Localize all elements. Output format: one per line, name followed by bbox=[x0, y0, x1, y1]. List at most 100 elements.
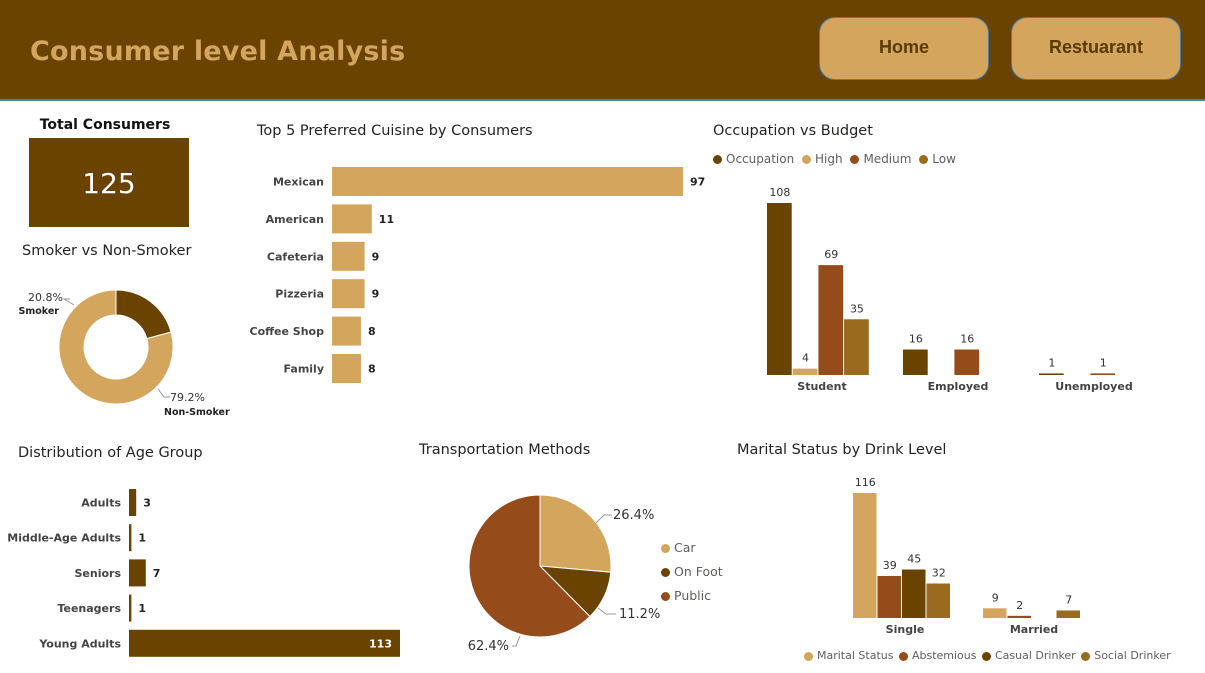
data-label: 26.4% bbox=[613, 508, 654, 523]
cuisine-chart-title: Top 5 Preferred Cuisine by Consumers bbox=[257, 123, 533, 139]
bar-marital-status-married bbox=[983, 608, 1007, 618]
category-label: American bbox=[266, 213, 324, 226]
data-label: 1 bbox=[138, 602, 146, 615]
occupation-chart-title: Occupation vs Budget bbox=[713, 123, 873, 139]
legend-car[interactable]: Car bbox=[661, 536, 723, 560]
legend-dot-icon bbox=[661, 592, 670, 601]
data-label: 1 bbox=[1048, 356, 1055, 369]
legend-dot-icon bbox=[661, 544, 670, 553]
bar-teenagers bbox=[129, 594, 132, 622]
bar-casual-drinker-single bbox=[902, 569, 926, 618]
total-consumers-value: 125 bbox=[82, 167, 136, 200]
bar-occupation-unemployed bbox=[1039, 373, 1064, 375]
data-label: 9 bbox=[372, 288, 380, 301]
data-label: 2 bbox=[1016, 599, 1023, 612]
data-label: 7 bbox=[1065, 593, 1072, 606]
restaurant-button[interactable]: Restuarant bbox=[1011, 17, 1181, 80]
data-label: 45 bbox=[907, 553, 921, 566]
total-consumers-label: Total Consumers bbox=[39, 117, 171, 133]
legend-low[interactable]: Low bbox=[919, 152, 956, 166]
data-label: 113 bbox=[369, 637, 392, 650]
data-label: 97 bbox=[690, 176, 705, 189]
legend-dot-icon bbox=[898, 651, 908, 661]
home-button[interactable]: Home bbox=[819, 17, 989, 80]
bar-adults bbox=[129, 489, 137, 516]
bar-medium-student bbox=[818, 265, 844, 375]
bar-american bbox=[332, 204, 372, 234]
bar-middle-age-adults bbox=[129, 524, 132, 552]
data-label: 62.4% bbox=[468, 639, 509, 654]
category-label: Single bbox=[886, 623, 925, 636]
marital-bar-chart: 116 39 45 32 Single 9 2 7 Married bbox=[853, 476, 1080, 636]
legend-dot-icon bbox=[804, 651, 813, 661]
legend-dot-icon bbox=[982, 651, 991, 661]
data-label: 8 bbox=[368, 363, 376, 376]
slice-smoker bbox=[115, 289, 172, 340]
data-label: 9 bbox=[992, 591, 999, 604]
data-label: 39 bbox=[883, 559, 897, 572]
leader-line bbox=[595, 514, 612, 524]
marital-chart-title: Marital Status by Drink Level bbox=[737, 442, 947, 458]
category-label: Young Adults bbox=[38, 637, 121, 650]
leader-line bbox=[597, 607, 616, 615]
category-label: Married bbox=[1010, 623, 1058, 636]
bar-marital-status-single bbox=[853, 493, 877, 618]
data-label: 16 bbox=[960, 333, 974, 346]
smoker-donut-chart: 20.8% Smoker 79.2% Non-Smoker bbox=[19, 289, 230, 418]
legend-high[interactable]: High bbox=[802, 152, 843, 166]
bar-social-drinker-married bbox=[1056, 610, 1080, 618]
data-label: 4 bbox=[802, 352, 809, 365]
data-label: 116 bbox=[855, 476, 876, 489]
bar-mexican bbox=[332, 167, 683, 196]
legend-marital-status[interactable]: Marital Status bbox=[804, 649, 893, 662]
transport-legend: Car On Foot Public bbox=[661, 536, 723, 608]
category-label: Middle-Age Adults bbox=[7, 532, 121, 545]
legend-public[interactable]: Public bbox=[661, 584, 723, 608]
leader-line bbox=[157, 388, 170, 398]
legend-dot-icon bbox=[802, 155, 812, 164]
age-bar-chart: Adults 3 Middle-Age Adults 1 Seniors 7 Teenage… bbox=[7, 489, 400, 657]
leader-line bbox=[62, 298, 75, 306]
slice-car bbox=[539, 494, 612, 573]
bar-occupation-employed bbox=[903, 349, 928, 375]
legend-abstemious[interactable]: Abstemious bbox=[898, 649, 977, 662]
legend-casual-drinker[interactable]: Casual Drinker bbox=[982, 649, 1076, 662]
data-label: 35 bbox=[850, 302, 864, 315]
category-label: Adults bbox=[81, 497, 121, 510]
legend-on-foot[interactable]: On Foot bbox=[661, 560, 723, 584]
slice-label: Non-Smoker bbox=[164, 407, 230, 418]
bar-medium-employed bbox=[954, 349, 980, 375]
bar-cafeteria bbox=[332, 241, 365, 271]
category-label: Teenagers bbox=[57, 602, 121, 615]
bar-abstemious-married bbox=[1007, 615, 1031, 618]
header-bar: Consumer level Analysis Home Restuarant bbox=[0, 0, 1205, 101]
legend-dot-icon bbox=[850, 155, 860, 164]
data-label: 9 bbox=[372, 250, 380, 263]
category-label: Coffee Shop bbox=[250, 325, 325, 338]
data-label: 69 bbox=[824, 248, 838, 261]
transport-chart-title: Transportation Methods bbox=[419, 442, 591, 458]
category-label: Unemployed bbox=[1055, 380, 1132, 393]
data-label: 108 bbox=[769, 186, 790, 199]
legend-medium[interactable]: Medium bbox=[850, 152, 911, 166]
data-label: 8 bbox=[368, 325, 376, 338]
legend-occupation[interactable]: Occupation bbox=[713, 152, 794, 166]
marital-legend: Marital Status Abstemious Casual Drinker… bbox=[804, 649, 1171, 662]
leader-line bbox=[512, 635, 521, 647]
data-label: 1 bbox=[1100, 356, 1107, 369]
bar-seniors bbox=[129, 559, 146, 587]
data-label: 3 bbox=[143, 497, 151, 510]
age-chart-title: Distribution of Age Group bbox=[18, 445, 203, 461]
category-label: Family bbox=[284, 363, 324, 376]
legend-dot-icon bbox=[1081, 651, 1091, 661]
category-label: Seniors bbox=[74, 567, 121, 580]
data-label: 11 bbox=[379, 213, 394, 226]
bar-family bbox=[332, 354, 361, 383]
legend-social-drinker[interactable]: Social Drinker bbox=[1081, 649, 1171, 662]
bar-low-student bbox=[844, 319, 869, 375]
cuisine-bar-chart: Mexican 97 American 11 Cafeteria 9 Pizzeria 9 Co… bbox=[250, 167, 705, 383]
category-label: Pizzeria bbox=[275, 288, 324, 301]
bar-medium-unemployed bbox=[1090, 373, 1116, 375]
